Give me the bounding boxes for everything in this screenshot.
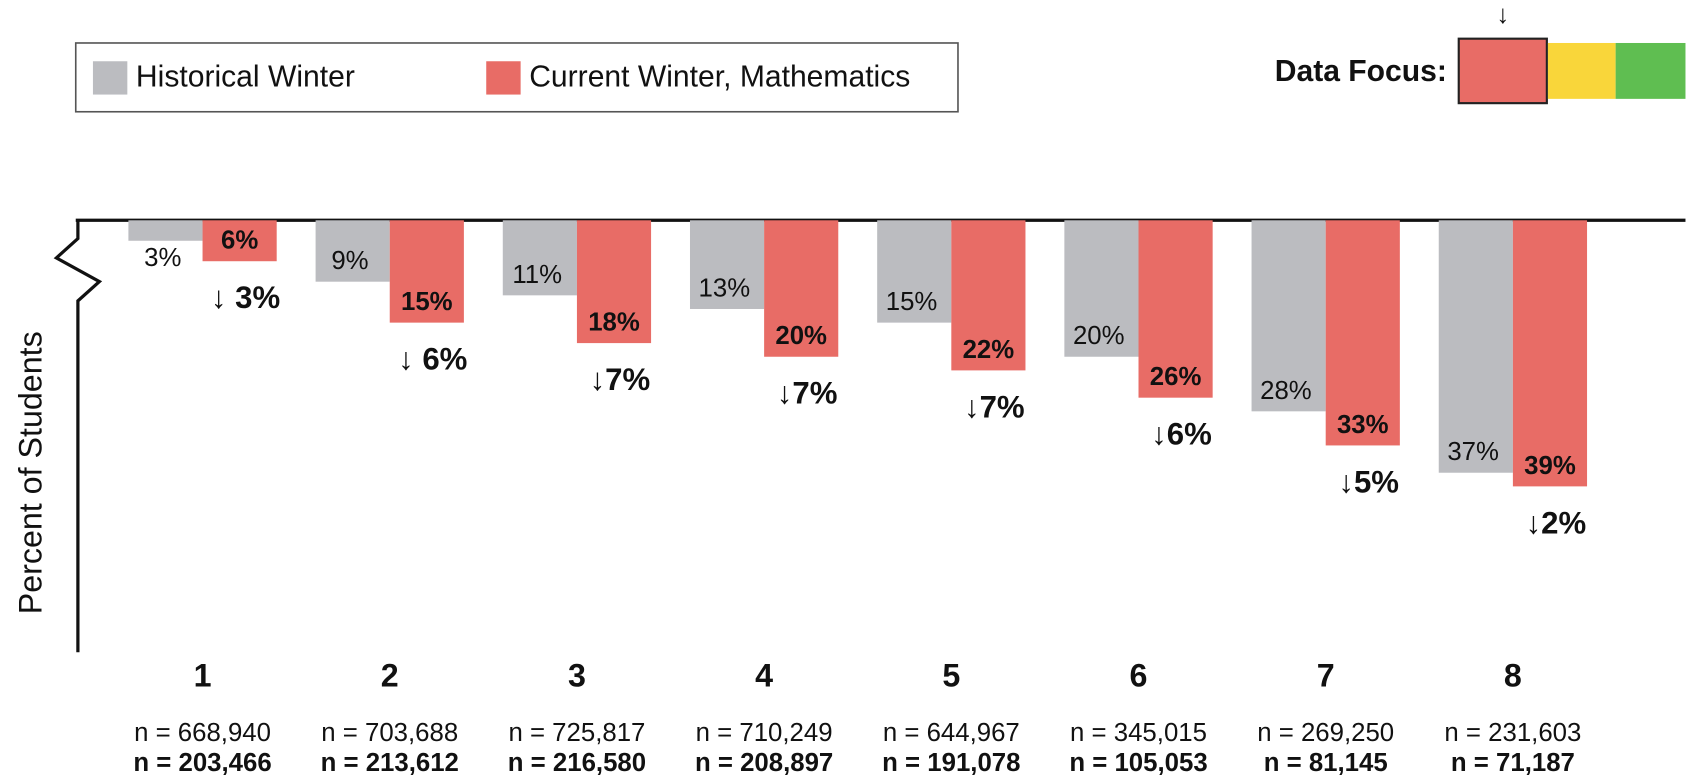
n-label: n = 81,145: [1264, 749, 1388, 777]
n-label: n = 105,053: [1069, 749, 1207, 777]
value-label: 18%: [588, 309, 640, 337]
bar: [1512, 220, 1588, 487]
bar: [576, 220, 652, 344]
n-label: n = 203,466: [133, 749, 271, 777]
legend-label: Current Winter, Mathematics: [529, 60, 910, 93]
x-tick-label: 6: [1130, 658, 1148, 694]
bar: [1325, 220, 1400, 446]
value-label: 33%: [1337, 411, 1389, 439]
bar: [951, 220, 1026, 371]
value-label: 20%: [775, 322, 827, 350]
x-tick-label: 3: [568, 658, 586, 694]
n-label: n = 191,078: [882, 749, 1020, 777]
value-label: 11%: [512, 261, 562, 289]
n-label: n = 703,688: [321, 719, 458, 747]
difference-annotation: ↓7%: [590, 362, 651, 397]
legend-label: Historical Winter: [136, 60, 355, 93]
value-label: 9%: [331, 247, 368, 275]
n-label: n = 725,817: [508, 719, 645, 747]
difference-annotation: ↓ 3%: [211, 280, 280, 315]
x-tick-label: 1: [194, 658, 212, 694]
n-label: n = 269,250: [1257, 719, 1394, 747]
difference-annotation: ↓2%: [1526, 505, 1587, 540]
bar: [389, 220, 464, 323]
n-label: n = 71,187: [1451, 749, 1575, 777]
n-label: n = 216,580: [508, 749, 646, 777]
bar: [689, 220, 765, 309]
value-label: 37%: [1447, 438, 1499, 466]
focus-yellow: [1547, 42, 1616, 99]
value-label: 6%: [221, 227, 258, 255]
focus-red: [1457, 37, 1548, 105]
n-label: n = 644,967: [883, 719, 1020, 747]
bar: [1138, 220, 1213, 398]
bar: [1438, 220, 1513, 473]
value-label: 15%: [886, 288, 938, 316]
n-label: n = 345,015: [1070, 719, 1207, 747]
legend-swatch: [92, 61, 128, 95]
difference-annotation: ↓7%: [777, 376, 838, 411]
value-label: 26%: [1150, 363, 1202, 391]
bar: [1064, 220, 1139, 357]
difference-annotation: ↓6%: [1151, 417, 1212, 452]
data-focus-label: Data Focus:: [1275, 55, 1447, 88]
x-tick-label: 5: [942, 658, 960, 694]
focus-arrow: ↓: [1496, 1, 1509, 29]
x-tick-label: 2: [381, 658, 399, 694]
value-label: 15%: [401, 288, 453, 316]
value-label: 39%: [1524, 452, 1576, 480]
n-label: n = 231,603: [1444, 719, 1581, 747]
difference-annotation: ↓ 6%: [398, 342, 467, 377]
difference-annotation: ↓5%: [1338, 464, 1399, 499]
bar: [128, 220, 203, 241]
value-label: 28%: [1260, 377, 1312, 405]
focus-green: [1615, 42, 1686, 99]
value-label: 13%: [699, 274, 751, 302]
difference-annotation: ↓7%: [964, 389, 1025, 424]
n-label: n = 213,612: [321, 749, 459, 777]
bar: [502, 220, 577, 296]
x-tick-label: 8: [1504, 658, 1522, 694]
bar: [877, 220, 952, 323]
value-label: 3%: [144, 244, 181, 272]
bar: [764, 220, 839, 357]
n-label: n = 208,897: [695, 749, 833, 777]
n-label: n = 668,940: [134, 719, 271, 747]
value-label: 22%: [963, 336, 1015, 364]
n-label: n = 710,249: [696, 719, 833, 747]
bar: [1251, 220, 1326, 412]
x-tick-label: 7: [1317, 658, 1335, 694]
legend-swatch: [486, 61, 521, 95]
x-tick-label: 4: [755, 658, 773, 694]
bar: [202, 220, 277, 262]
y-axis-label: Percent of Students: [12, 331, 48, 614]
value-label: 20%: [1073, 322, 1125, 350]
bar: [315, 220, 390, 282]
y-axis-break: [53, 219, 103, 653]
